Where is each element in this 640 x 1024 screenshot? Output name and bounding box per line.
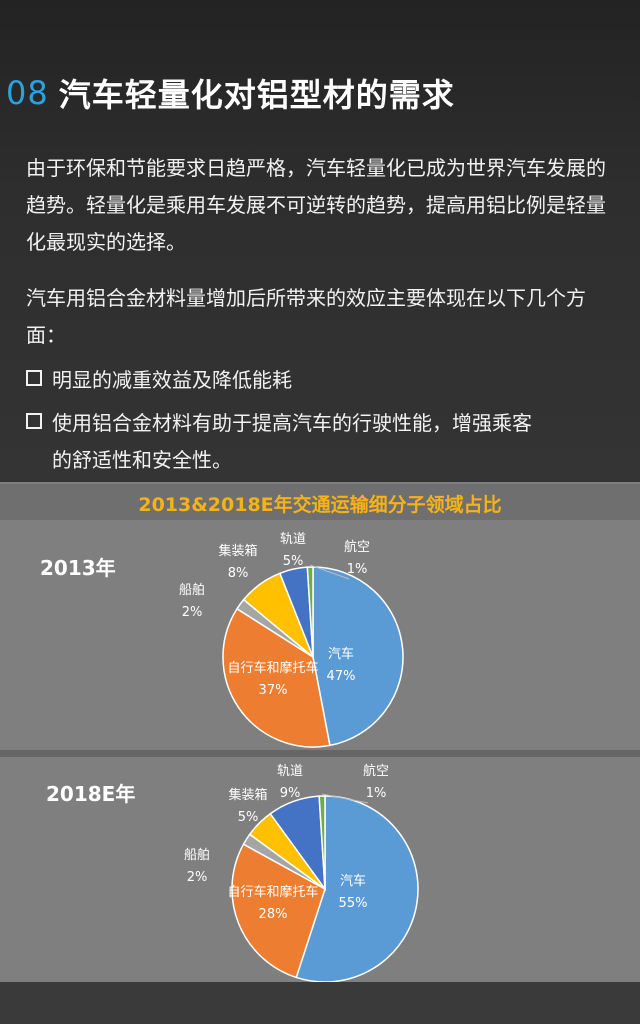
year-label-2018e: 2018E年 [46, 782, 136, 806]
slice-value-label: 8% [228, 566, 249, 581]
pie-chart-2018e: 汽车 55% 自行车和摩托车 28% 船舶 2% 集装箱 5% 轨道 9% 航空 1% [184, 763, 419, 983]
slice-name-label: 轨道 [280, 532, 306, 547]
slice-name-label: 自行车和摩托车 [227, 884, 318, 900]
section-heading: 08 汽车轻量化对铝型材的需求 [6, 70, 455, 116]
slice-value-label: 5% [238, 810, 259, 825]
paragraph-2: 汽车用铝合金材料量增加后所带来的效应主要体现在以下几个方面： [26, 286, 586, 347]
slice-value-label: 47% [327, 669, 356, 684]
section-title: 汽车轻量化对铝型材的需求 [58, 76, 455, 114]
slice-value-label: 1% [347, 562, 368, 577]
paragraph-1: 由于环保和节能要求日趋严格，汽车轻量化已成为世界汽车发展的趋势。轻量化是乘用车发… [26, 156, 606, 254]
slice-value-label: 28% [259, 907, 288, 922]
slice-name-label: 自行车和摩托车 [227, 660, 318, 676]
slice-name-label: 船舶 [179, 582, 205, 598]
pie-chart-2013: 汽车 47% 自行车和摩托车 37% 船舶 2% 集装箱 8% 轨道 5% 航空 1% [179, 532, 404, 748]
section-number: 08 [6, 74, 49, 112]
slice-name-label: 船舶 [184, 847, 210, 863]
slice-value-label: 55% [339, 896, 368, 911]
pie-slice-0 [312, 566, 404, 747]
footer-band [0, 982, 640, 1024]
pie-slice-0 [295, 795, 419, 983]
slice-name-label: 轨道 [277, 764, 303, 779]
slice-value-label: 2% [182, 605, 203, 620]
slice-value-label: 37% [259, 683, 288, 698]
slice-value-label: 5% [283, 554, 304, 569]
text-section [0, 0, 640, 482]
chart-title: 2013&2018E年交通运输细分子领域占比 [138, 494, 502, 516]
slice-value-label: 2% [187, 870, 208, 885]
leader-line [321, 793, 369, 804]
checkbox-square-icon [26, 413, 42, 429]
chart-divider [0, 750, 640, 757]
slice-name-label: 航空 [363, 763, 389, 779]
pie-slice-1 [222, 607, 331, 748]
year-label-2013: 2013年 [40, 556, 116, 580]
bullet-text: 明显的减重效益及降低能耗 [52, 368, 292, 392]
slice-name-label: 集装箱 [218, 543, 257, 559]
leader-line [309, 564, 350, 580]
slice-value-label: 1% [366, 786, 387, 801]
pie-slice-5 [318, 795, 326, 890]
slice-name-label: 汽车 [340, 873, 366, 889]
slice-name-label: 集装箱 [228, 787, 267, 803]
pie-slice-5 [306, 566, 314, 658]
checkbox-square-icon [26, 370, 42, 386]
slice-value-label: 9% [280, 786, 301, 801]
chart-title-bar [0, 484, 640, 520]
bullet-text: 使用铝合金材料有助于提高汽车的行驶性能，增强乘客 [52, 411, 532, 435]
slice-name-label: 汽车 [328, 646, 354, 662]
pie-slice-1 [231, 843, 326, 979]
bullet-item-2-continued: 的舒适性和安全性。 [52, 448, 232, 472]
bullet-item-1: 明显的减重效益及降低能耗 [26, 362, 616, 399]
slice-name-label: 航空 [344, 539, 370, 555]
bullet-item-2: 使用铝合金材料有助于提高汽车的行驶性能，增强乘客 [26, 405, 616, 442]
